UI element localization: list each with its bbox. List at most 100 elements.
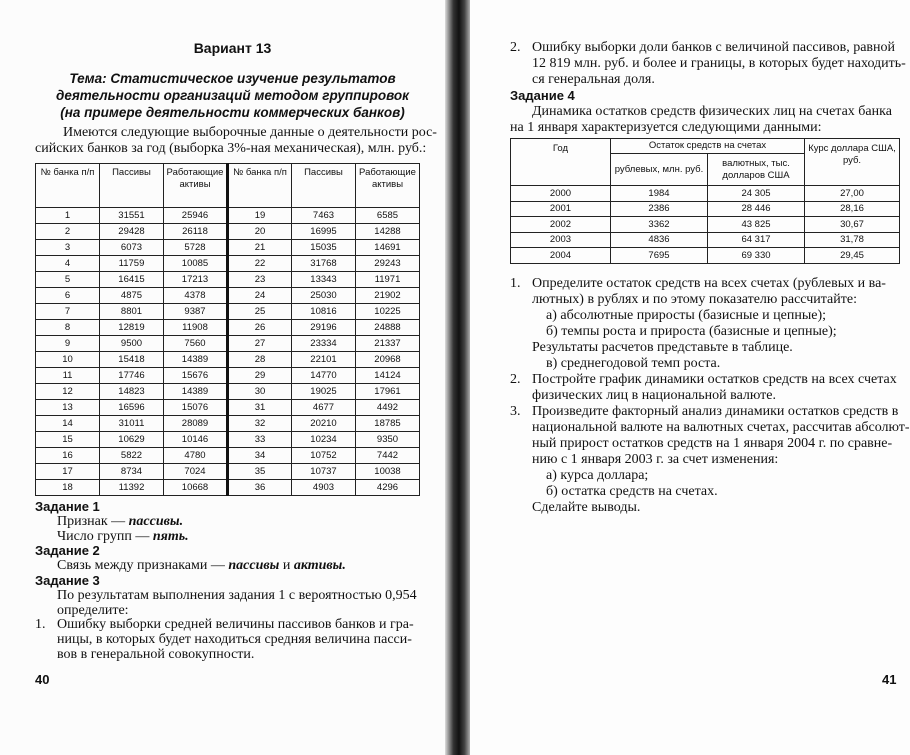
table-row: 5 16415 17213 23 13343 11971 — [35, 271, 420, 288]
text-line: б) темпы роста и прироста (базисные и це… — [546, 324, 837, 339]
table-cell: 64 317 — [707, 231, 805, 248]
table-cell: 10752 — [291, 447, 356, 464]
table-row: 7 8801 9387 25 10816 10225 — [35, 303, 420, 320]
emphasis: активы. — [293, 558, 346, 574]
table-cell: 4780 — [163, 447, 228, 464]
text: Признак — — [57, 513, 129, 529]
table-row: 3 6073 5728 21 15035 14691 — [35, 239, 420, 256]
text-line: физических лиц в национальной валюте. — [532, 388, 777, 403]
table-cell: 14288 — [355, 223, 420, 240]
table-cell: 2000 — [510, 185, 611, 202]
table-cell: 20 — [226, 223, 292, 240]
table-cell: 4836 — [610, 231, 708, 248]
table-row: 18 11392 10668 36 4903 4296 — [35, 479, 420, 496]
text-line: Ошибку выборки доли банков с величиной п… — [532, 40, 896, 55]
table-row: 1 31551 25946 19 7463 6585 — [35, 207, 420, 224]
table-cell: 19 — [226, 207, 292, 224]
table-cell: 2003 — [510, 231, 611, 248]
task4-list: 1. Определите остаток средств на всех сче… — [510, 276, 910, 516]
table-cell: 31 — [226, 399, 292, 416]
text-line: Результаты расчетов представьте в таблиц… — [532, 340, 793, 355]
table-cell: 20968 — [355, 351, 420, 368]
text-line: Признак — пассивы. — [35, 513, 435, 530]
table-row: 8 12819 11908 26 29196 24888 — [35, 319, 420, 336]
left-page: Вариант 13 Тема: Статистическое изучение… — [0, 0, 448, 755]
text-line: Связь между признаками — пассивы и актив… — [35, 558, 435, 574]
table-cell: 33 — [226, 431, 292, 448]
table-cell: 4296 — [355, 479, 420, 496]
text-line: определите: — [57, 602, 129, 618]
table-cell: 2 — [35, 223, 100, 240]
table-cell: 24 — [226, 287, 292, 304]
table-row: 13 16596 15076 31 4677 4492 — [35, 399, 420, 416]
table-cell: 4 — [35, 255, 100, 272]
text-line: Постройте график динамики остатков средс… — [532, 372, 897, 387]
item-number: 1. — [510, 276, 521, 291]
table-cell: 20210 — [291, 415, 356, 432]
table-cell: 19025 — [291, 383, 356, 400]
table-cell: 30,67 — [804, 216, 900, 233]
table-cell: 17213 — [163, 271, 228, 288]
table-cell: 25946 — [163, 207, 228, 224]
table-cell: 14389 — [163, 351, 228, 368]
header-rub: рублевых, млн. руб. — [610, 153, 708, 186]
banks-table: № банка п/п Пассивы Работающие активы № бан… — [35, 163, 420, 496]
item-number: 1. — [35, 617, 46, 633]
table-cell: 4903 — [291, 479, 356, 496]
table-cell: 10816 — [291, 303, 356, 320]
table-cell: 29243 — [355, 255, 420, 272]
table-cell: 9500 — [99, 335, 164, 352]
table-cell: 14770 — [291, 367, 356, 384]
table-cell: 12 — [35, 383, 100, 400]
table-cell: 2386 — [610, 200, 708, 217]
table-cell: 17746 — [99, 367, 164, 384]
table-cell: 24 305 — [707, 185, 805, 202]
column-header: № банка п/п — [226, 163, 292, 208]
table-cell: 4677 — [291, 399, 356, 416]
table-row: 2000 1984 24 305 27,00 — [510, 185, 900, 202]
table-cell: 4492 — [355, 399, 420, 416]
table-cell: 11971 — [355, 271, 420, 288]
text-line: Ошибку выборки средней величины пассивов… — [57, 617, 414, 633]
table-cell: 13 — [35, 399, 100, 416]
table-row: 14 31011 28089 32 20210 18785 — [35, 415, 420, 432]
item-number: 2. — [510, 40, 521, 55]
table-row: 10 15418 14389 28 22101 20968 — [35, 351, 420, 368]
table-cell: 11 — [35, 367, 100, 384]
table-row: 2003 4836 64 317 31,78 — [510, 231, 900, 248]
table-cell: 13343 — [291, 271, 356, 288]
text-line: Число групп — пять. — [35, 528, 435, 545]
table-cell: 22 — [226, 255, 292, 272]
table-cell: 31551 — [99, 207, 164, 224]
table-row: 2001 2386 28 446 28,16 — [510, 200, 900, 217]
table-row: 9 9500 7560 27 23334 21337 — [35, 335, 420, 352]
table-cell: 15676 — [163, 367, 228, 384]
text-line: Динамика остатков средств физических лиц… — [532, 104, 892, 119]
table-row: 15 10629 10146 33 10234 9350 — [35, 431, 420, 448]
table-cell: 2004 — [510, 247, 611, 264]
task3-title: Задание 3 — [35, 572, 100, 588]
text: Число групп — — [57, 528, 153, 544]
table-cell: 8801 — [99, 303, 164, 320]
table-cell: 27,00 — [804, 185, 900, 202]
text-line: ся генеральная доля. — [532, 72, 655, 87]
table-cell: 29428 — [99, 223, 164, 240]
table-cell: 24888 — [355, 319, 420, 336]
list-item: в) среднегодовой темп роста. — [510, 356, 905, 372]
column-header: Работающие активы — [355, 163, 420, 208]
text-line: Сделайте выводы. — [532, 500, 641, 515]
text-line: на 1 января характеризуется следующими д… — [510, 120, 822, 135]
table-cell: 26 — [226, 319, 292, 336]
variant-title: Вариант 13 — [193, 40, 272, 56]
item-number: 2. — [510, 372, 521, 387]
table-cell: 5728 — [163, 239, 228, 256]
table-cell: 15 — [35, 431, 100, 448]
table-cell: 28 446 — [707, 200, 805, 217]
text: Связь между признаками — — [57, 558, 229, 574]
table-cell: 10737 — [291, 463, 356, 480]
text-line: 12 819 млн. руб. и более и границы, в ко… — [532, 56, 906, 71]
table-cell: 3 — [35, 239, 100, 256]
text-line: вов в генеральной совокупности. — [57, 646, 255, 662]
table-cell: 10234 — [291, 431, 356, 448]
text-line: ницы, в которых будет находиться средняя… — [57, 632, 412, 648]
